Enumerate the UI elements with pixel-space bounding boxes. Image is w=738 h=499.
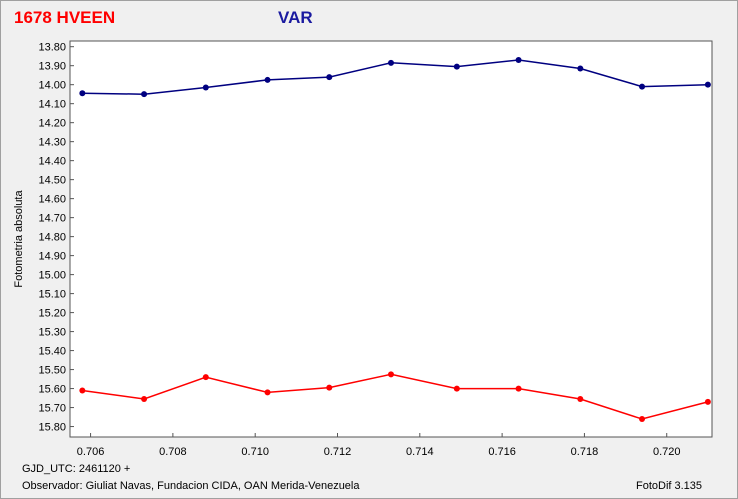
y-tick-label: 15.30 [38,327,66,339]
data-point [202,374,209,381]
y-tick-label: 14.40 [38,156,66,168]
data-point [577,396,584,403]
data-point [639,415,646,422]
data-point [141,396,148,403]
data-point [704,398,711,405]
y-tick-label: 14.20 [38,118,66,130]
x-tick-label: 0.716 [488,446,516,458]
y-tick-label: 14.30 [38,137,66,149]
data-point [577,65,584,72]
y-tick-label: 15.60 [38,384,66,396]
y-tick-label: 14.80 [38,232,66,244]
data-point [388,371,394,378]
x-tick-label: 0.714 [406,446,434,458]
data-point [79,387,86,394]
y-tick-label: 15.40 [38,346,66,358]
y-tick-label: 14.70 [38,213,66,225]
y-tick-label: 15.10 [38,289,66,301]
x-tick-label: 0.718 [571,446,599,458]
data-point [326,384,333,391]
data-point [704,81,711,88]
software-version: FotoDif 3.135 [636,480,703,492]
data-point [388,59,394,66]
data-point [515,385,522,392]
y-tick-label: 13.90 [38,61,66,73]
star-name-title: 1678 HVEEN [14,8,116,27]
x-tick-label: 0.720 [653,446,681,458]
data-point [639,83,646,90]
data-point [264,389,271,396]
data-point [141,91,148,98]
data-point [326,74,333,81]
y-tick-label: 14.10 [38,99,66,111]
data-point [453,385,460,392]
x-tick-label: 0.708 [159,446,187,458]
y-tick-label: 15.00 [38,270,66,282]
y-axis-label: Fotometria absoluta [13,190,25,288]
data-point [515,56,522,63]
y-tick-label: 14.60 [38,194,66,206]
plot-area [69,40,713,438]
y-tick-label: 15.50 [38,365,66,377]
y-tick-label: 14.50 [38,175,66,187]
data-point [202,84,209,91]
y-tick-label: 14.90 [38,251,66,263]
y-axis: 13.80 13.90 14.00 14.10 14.20 14.30 14.40 14.50… [38,42,74,434]
series-title: VAR [278,8,313,27]
data-point [79,90,86,97]
x-tick-label: 0.706 [77,446,105,458]
y-tick-label: 15.80 [38,422,66,434]
gjd-utc-label: GJD_UTC: 2461120 + [22,463,131,475]
x-tick-label: 0.710 [241,446,269,458]
x-tick-label: 0.712 [324,446,352,458]
observer-label: Observador: Giuliat Navas, Fundacion CID… [22,480,360,492]
y-tick-label: 15.70 [38,403,66,415]
data-point [453,63,460,70]
data-point [264,76,271,83]
y-tick-label: 13.80 [38,42,66,54]
y-tick-label: 14.00 [38,80,66,92]
series-layer [79,56,711,422]
y-tick-label: 15.20 [38,308,66,320]
x-axis: 0.706 0.708 0.710 0.712 0.714 0.716 0.718 0.720 [77,433,681,458]
